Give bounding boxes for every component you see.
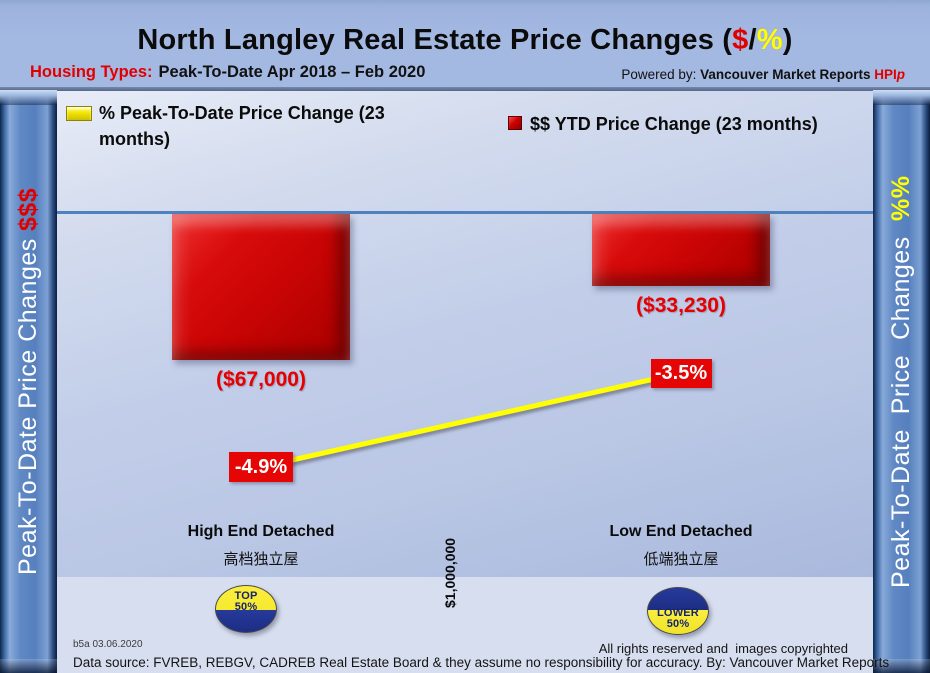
- badge-line1: TOP: [234, 590, 258, 602]
- data-source-notice: Data source: FVREB, REBGV, CADREB Real E…: [73, 655, 890, 670]
- right-axis-percent-accent: %%: [887, 175, 915, 221]
- title-text: North Langley Real Estate Price Changes …: [137, 24, 733, 56]
- chart-footer-band: [57, 577, 873, 673]
- left-axis-text: Peak-To-Date Price Changes: [14, 231, 42, 576]
- housing-types-label: Housing Types:: [30, 63, 153, 81]
- badge-line1: LOWER: [657, 607, 699, 619]
- page-title: North Langley Real Estate Price Changes …: [0, 24, 930, 57]
- reference-price-label: $1,000,000: [442, 537, 458, 609]
- subtitle: Housing Types: Peak-To-Date Apr 2018 – Fe…: [30, 63, 425, 82]
- powered-by-prefix: Powered by:: [621, 67, 701, 82]
- dollar-change-value-label: ($33,230): [636, 294, 726, 317]
- dollar-change-value-label: ($67,000): [216, 368, 306, 391]
- hpi-label: HPI: [874, 67, 897, 82]
- right-axis-title: Peak-To-Date Price Changes %%: [873, 90, 930, 673]
- category-label-chinese: 低端独立屋: [643, 551, 719, 568]
- version-stamp: b5a 03.06.2020: [73, 639, 143, 650]
- lower-50-badge-icon: LOWER 50%: [647, 587, 709, 635]
- right-axis-pillar: Peak-To-Date Price Changes %%: [873, 90, 930, 673]
- dollar-change-bar: [172, 214, 350, 360]
- left-axis-title: Peak-To-Date Price Changes $$$: [0, 90, 57, 673]
- date-range-text: Peak-To-Date Apr 2018 – Feb 2020: [158, 63, 426, 81]
- legend-label-percent: % Peak-To-Date Price Change (23 months): [99, 103, 385, 149]
- percent-change-value-label: -4.9%: [229, 452, 293, 482]
- dollar-series-swatch-icon: [508, 116, 522, 130]
- rights-notice: All rights reserved and images copyright…: [598, 641, 848, 656]
- percent-series-swatch-icon: [66, 106, 92, 121]
- brand-name: Vancouver Market Reports: [700, 67, 875, 82]
- legend-item-percent: % Peak-To-Date Price Change (23 months): [66, 100, 386, 152]
- badge-line2: 50%: [666, 618, 690, 630]
- title-dollar-symbol: $: [732, 24, 749, 56]
- legend-label-dollars: $$ YTD Price Change (23 months): [530, 114, 818, 134]
- legend-item-dollars: $$ YTD Price Change (23 months): [508, 111, 868, 137]
- zero-baseline: [57, 211, 873, 214]
- left-axis-dollars-accent: $$$: [14, 187, 42, 231]
- category-label: High End Detached: [187, 523, 335, 540]
- title-slash: /: [748, 24, 757, 56]
- category-label: Low End Detached: [609, 523, 753, 540]
- title-percent-symbol: %: [756, 24, 783, 56]
- left-axis-pillar: Peak-To-Date Price Changes $$$: [0, 90, 57, 673]
- dollar-change-bar: [592, 214, 770, 286]
- percent-change-value-label: -3.5%: [650, 358, 712, 388]
- badge-line2: 50%: [234, 601, 258, 613]
- header-divider: [0, 87, 930, 91]
- top-50-badge-icon: TOP 50%: [215, 585, 277, 633]
- powered-by: Powered by: Vancouver Market Reports HPI…: [621, 67, 905, 82]
- right-axis-text: Peak-To-Date Price Changes: [887, 220, 915, 588]
- title-suffix: ): [782, 24, 793, 56]
- hpi-p-label: p: [896, 67, 905, 82]
- category-label-chinese: 高档独立屋: [223, 551, 299, 568]
